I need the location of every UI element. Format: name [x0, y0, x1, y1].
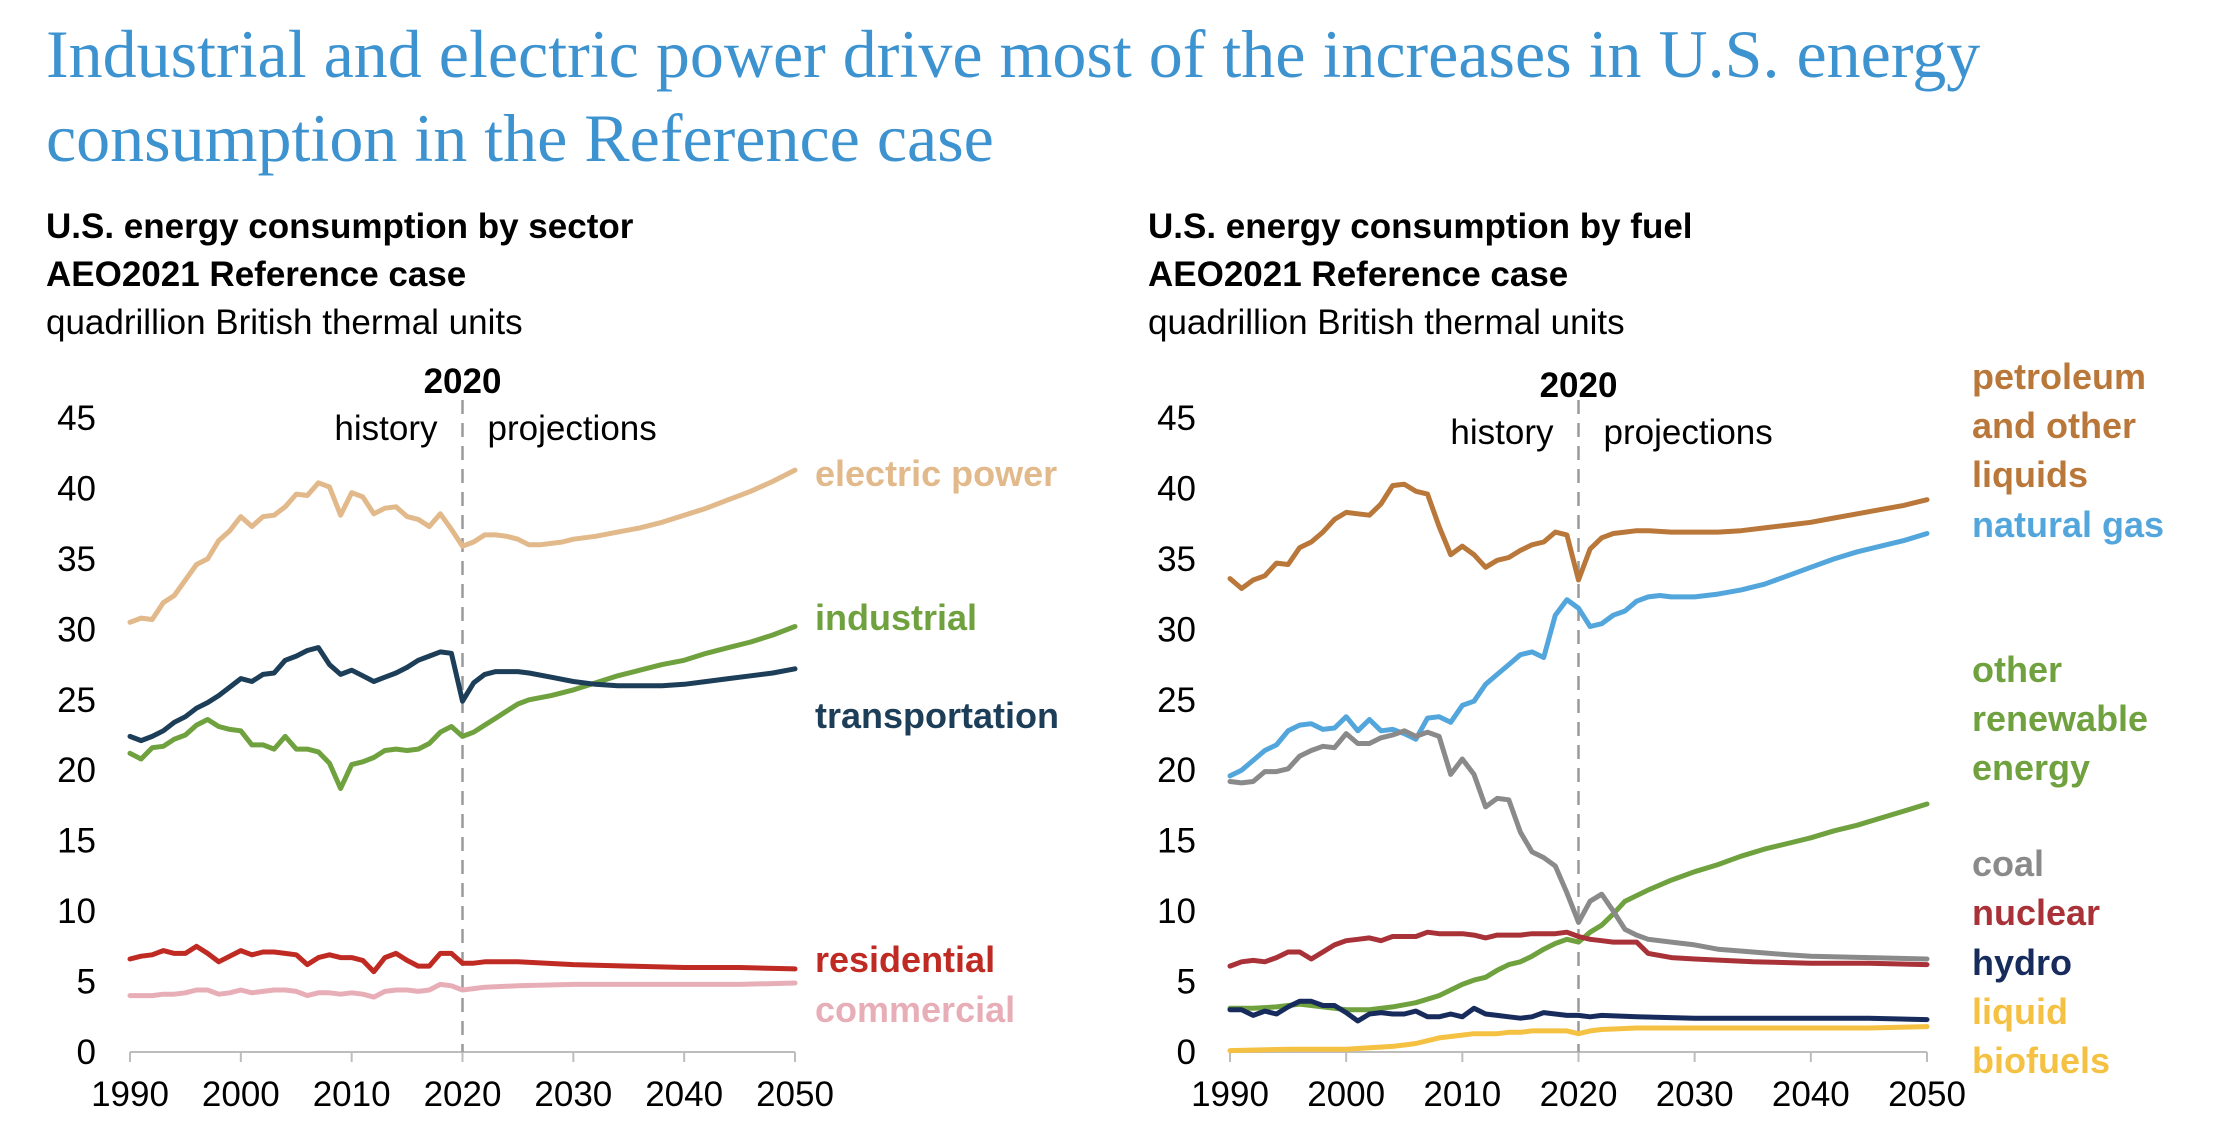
- right-chart-units: quadrillion British thermal units: [1148, 303, 1625, 342]
- right-series-label-petroleum-and-other-liquids-2: and other: [1972, 405, 2136, 446]
- left-series-label-electric-power: electric power: [815, 453, 1057, 494]
- right-y-tick-0: 0: [1177, 1033, 1196, 1072]
- left-x-tick-1990: 1990: [91, 1075, 169, 1114]
- left-chart-units: quadrillion British thermal units: [46, 303, 523, 342]
- right-series-label-liquid-biofuels-1: liquid: [1972, 991, 2068, 1032]
- left-x-tick-2050: 2050: [756, 1075, 834, 1114]
- right-series-label-other-renewable-energy-2: renewable: [1972, 698, 2148, 739]
- right-series-hydro-line: [1227, 998, 1930, 1024]
- left-y-tick-20: 20: [57, 751, 96, 790]
- left-y-tick-15: 15: [57, 822, 96, 861]
- right-x-tick-2020: 2020: [1540, 1075, 1618, 1114]
- left-projections-label: projections: [488, 409, 657, 448]
- right-series-petroleum-and-other-liquids-line: [1227, 481, 1930, 591]
- right-chart-title: U.S. energy consumption by fuel: [1148, 207, 1693, 246]
- right-series-liquid-biofuels-line: [1227, 1024, 1930, 1054]
- left-y-tick-40: 40: [57, 469, 96, 508]
- right-y-tick-40: 40: [1157, 469, 1196, 508]
- right-series-nuclear-line: [1227, 929, 1930, 969]
- right-x-tick-2050: 2050: [1888, 1075, 1966, 1114]
- left-y-tick-10: 10: [57, 892, 96, 931]
- left-y-tick-30: 30: [57, 610, 96, 649]
- right-series-label-liquid-biofuels-2: biofuels: [1972, 1040, 2110, 1081]
- right-projections-label: projections: [1604, 413, 1773, 452]
- right-x-tick-1990: 1990: [1191, 1075, 1269, 1114]
- right-series-label-petroleum-and-other-liquids-3: liquids: [1972, 454, 2088, 495]
- page-title: Industrial and electric power drive most…: [46, 16, 1981, 176]
- right-y-tick-5: 5: [1177, 963, 1196, 1002]
- right-y-tick-30: 30: [1157, 610, 1196, 649]
- right-series-label-other-renewable-energy-3: energy: [1972, 747, 2090, 788]
- right-series-label-coal: coal: [1972, 843, 2044, 884]
- left-x-tick-2030: 2030: [534, 1075, 612, 1114]
- left-y-tick-45: 45: [57, 399, 96, 438]
- right-series-label-other-renewable-energy-1: other: [1972, 649, 2062, 690]
- left-series-industrial-line: [127, 624, 798, 791]
- right-x-tick-2040: 2040: [1772, 1075, 1850, 1114]
- left-history-label: history: [334, 409, 438, 448]
- right-y-tick-10: 10: [1157, 892, 1196, 931]
- left-series-commercial-line: [127, 980, 798, 1000]
- right-series-label-petroleum-and-other-liquids-1: petroleum: [1972, 356, 2146, 397]
- left-series-label-residential: residential: [815, 939, 995, 980]
- left-series-residential-line: [127, 943, 798, 975]
- right-series-label-natural-gas: natural gas: [1972, 504, 2164, 545]
- right-chart-subtitle: AEO2021 Reference case: [1148, 255, 1569, 294]
- left-x-tick-2000: 2000: [202, 1075, 280, 1114]
- right-x-tick-2010: 2010: [1423, 1075, 1501, 1114]
- left-series-label-commercial: commercial: [815, 989, 1015, 1030]
- left-series-transportation-line: [127, 645, 798, 744]
- right-y-tick-35: 35: [1157, 540, 1196, 579]
- left-series-electric-power-line: [127, 467, 798, 625]
- right-y-tick-20: 20: [1157, 751, 1196, 790]
- left-y-tick-35: 35: [57, 540, 96, 579]
- left-y-tick-0: 0: [77, 1033, 96, 1072]
- left-x-tick-2020: 2020: [424, 1075, 502, 1114]
- right-y-tick-45: 45: [1157, 399, 1196, 438]
- left-y-tick-25: 25: [57, 681, 96, 720]
- left-y-tick-5: 5: [77, 963, 96, 1002]
- right-chart-header: U.S. energy consumption by fuel AEO2021 …: [1148, 203, 1693, 347]
- right-series-coal-line: [1227, 728, 1930, 962]
- left-divider-year: 2020: [424, 362, 502, 401]
- right-x-tick-2000: 2000: [1307, 1075, 1385, 1114]
- left-x-tick-2010: 2010: [313, 1075, 391, 1114]
- right-series-other-renewable-energy-line: [1227, 801, 1930, 1013]
- right-series-label-hydro: hydro: [1972, 942, 2072, 983]
- left-chart-header: U.S. energy consumption by sector AEO202…: [46, 203, 633, 347]
- right-y-tick-25: 25: [1157, 681, 1196, 720]
- left-chart-subtitle: AEO2021 Reference case: [46, 255, 467, 294]
- right-series-natural-gas-line: [1227, 531, 1930, 779]
- right-x-tick-2030: 2030: [1656, 1075, 1734, 1114]
- left-chart-title: U.S. energy consumption by sector: [46, 207, 634, 246]
- right-y-tick-15: 15: [1157, 822, 1196, 861]
- right-divider-year: 2020: [1540, 366, 1618, 405]
- left-series-label-industrial: industrial: [815, 597, 977, 638]
- right-history-label: history: [1450, 413, 1554, 452]
- left-series-label-transportation: transportation: [815, 695, 1059, 736]
- right-series-label-nuclear: nuclear: [1972, 892, 2100, 933]
- left-x-tick-2040: 2040: [645, 1075, 723, 1114]
